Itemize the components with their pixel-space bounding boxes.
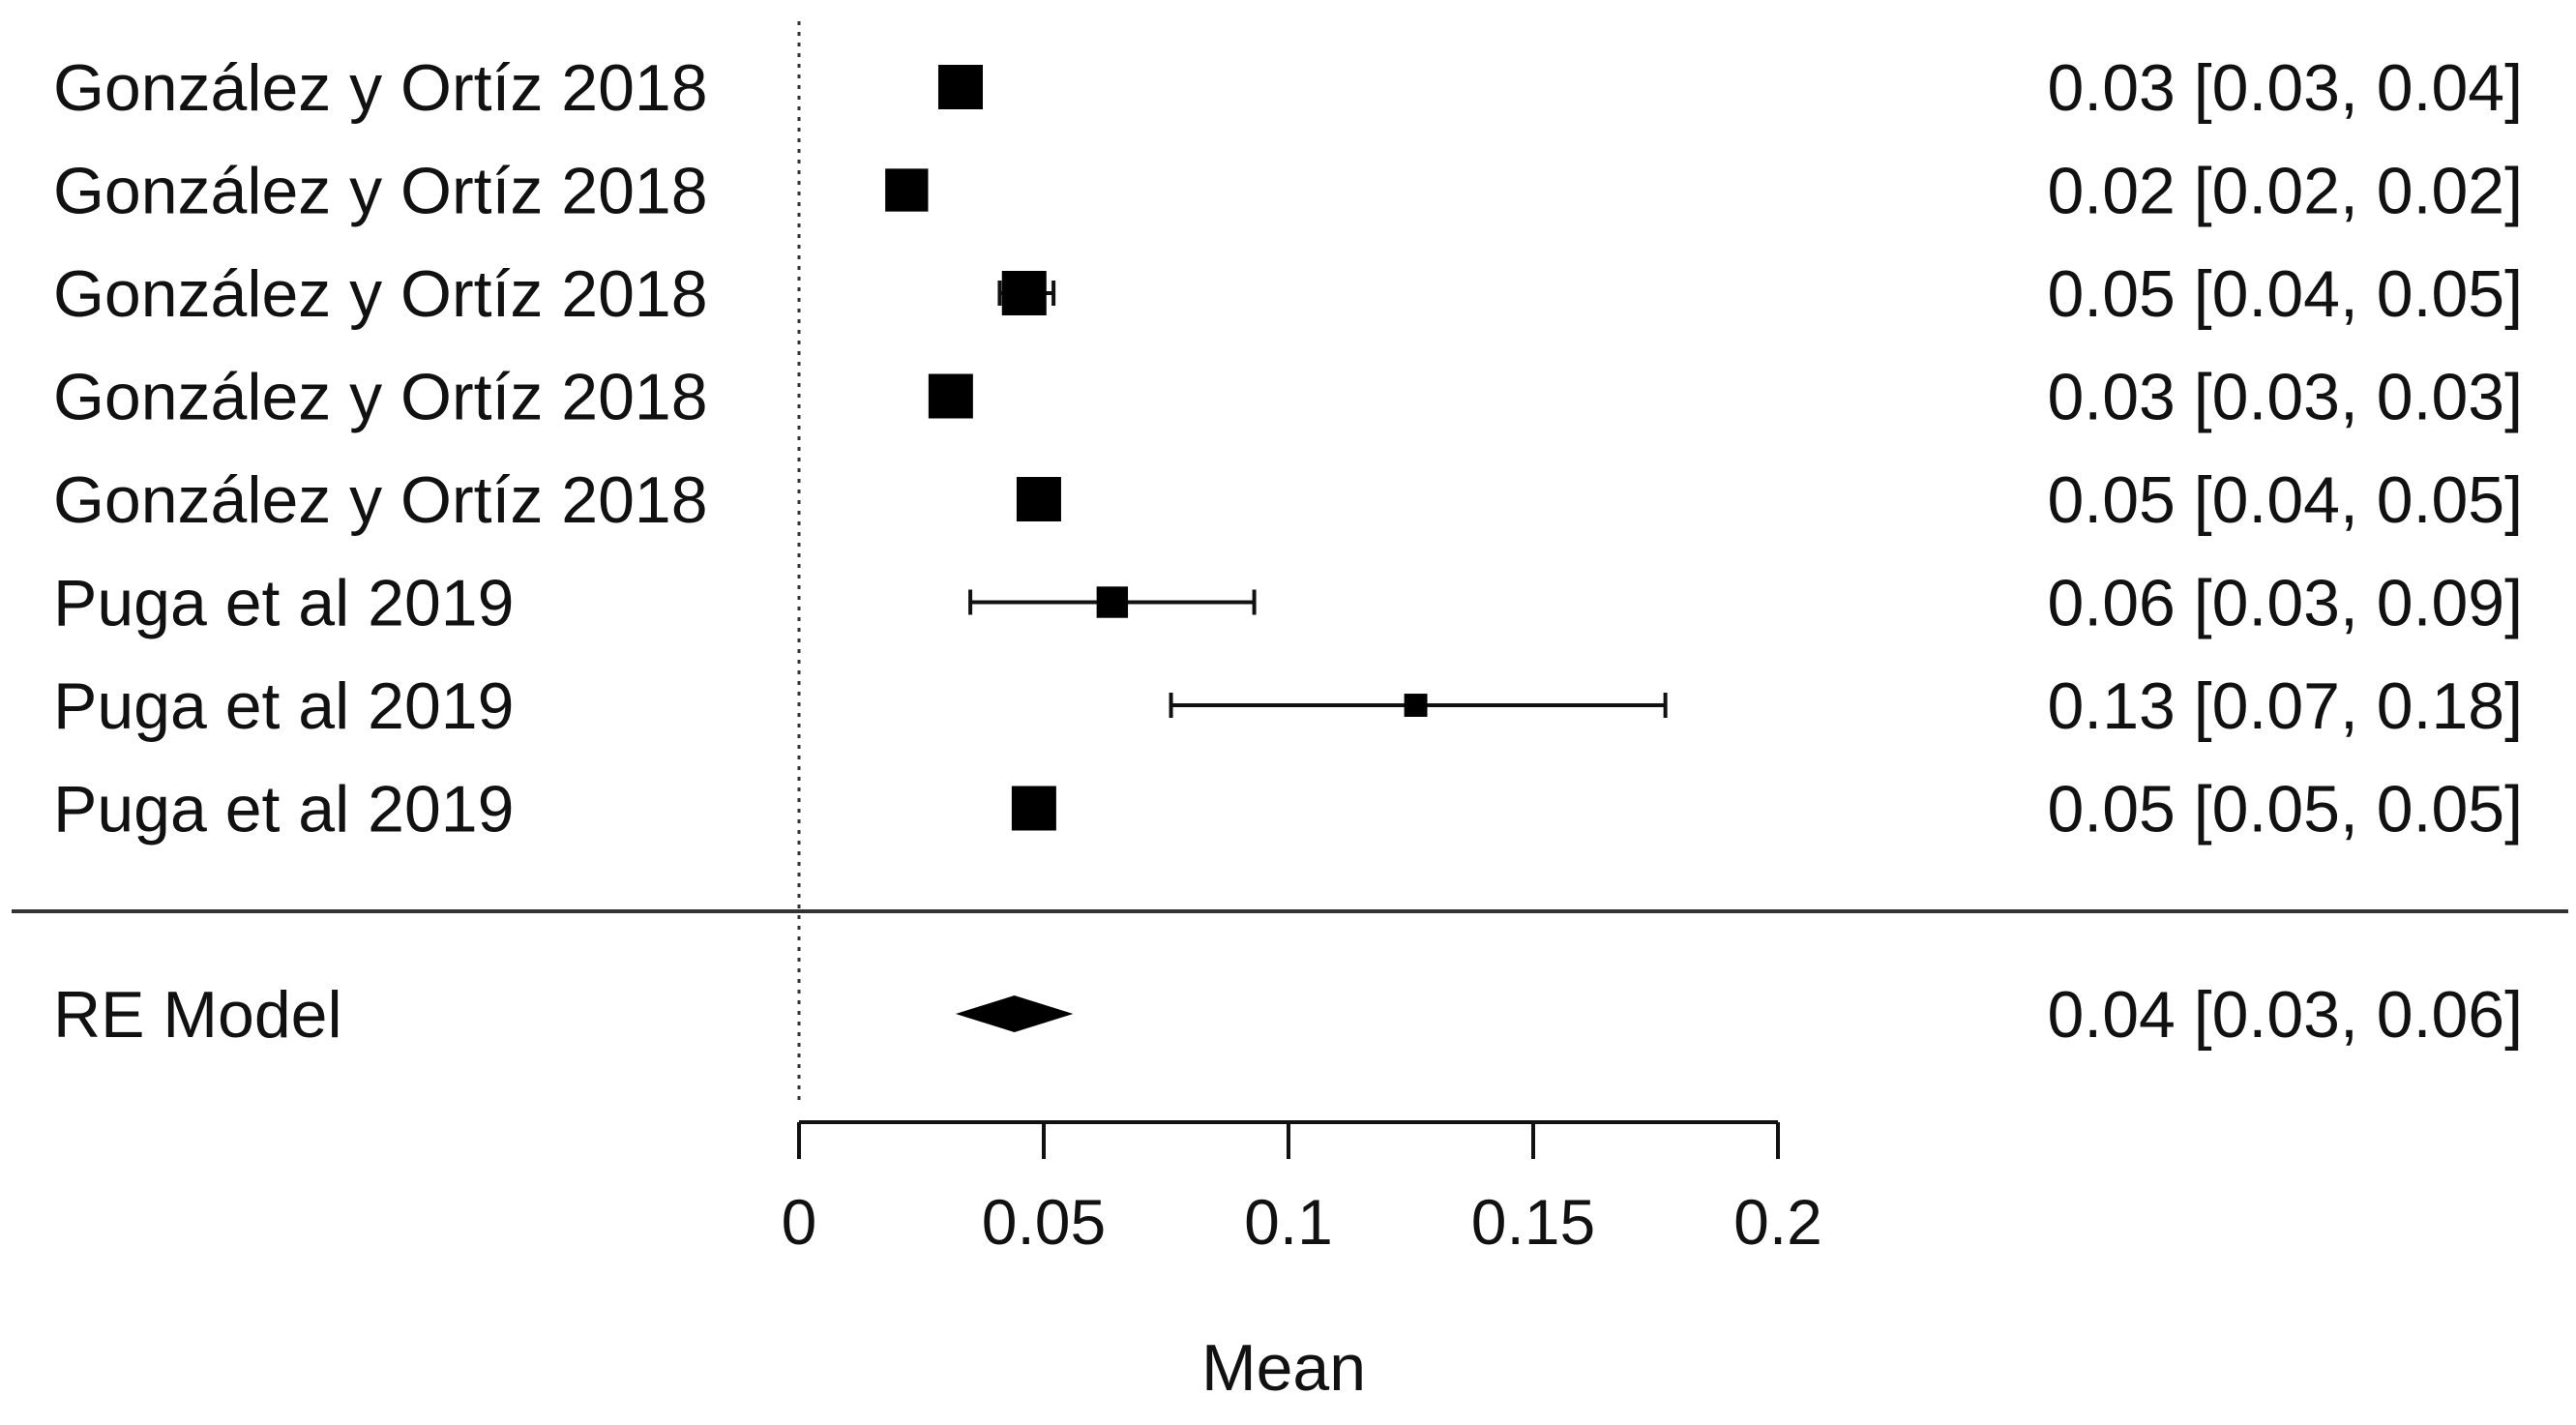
study-label: González y Ortíz 2018 (53, 463, 708, 537)
study-label: González y Ortíz 2018 (53, 51, 708, 125)
x-tick-label: 0.15 (1471, 1186, 1595, 1258)
point-estimate (928, 373, 973, 419)
study-label: Puga et al 2019 (53, 773, 514, 846)
effect-size-label: 0.05 [0.04, 0.05] (2047, 257, 2523, 331)
study-row: González y Ortíz 2018 0.05 [0.04, 0.05] (53, 463, 2523, 537)
study-row: González y Ortíz 2018 0.03 [0.03, 0.03] (53, 361, 2523, 434)
effect-size-label: 0.06 [0.03, 0.09] (2047, 567, 2523, 640)
effect-size-label: 0.05 [0.04, 0.05] (2047, 463, 2523, 537)
study-row: Puga et al 2019 0.13 [0.07, 0.18] (53, 669, 2523, 743)
effect-size-label: 0.03 [0.03, 0.03] (2047, 361, 2523, 434)
study-label: González y Ortíz 2018 (53, 361, 708, 434)
study-label: González y Ortíz 2018 (53, 155, 708, 228)
point-estimate (1404, 694, 1428, 717)
summary-label: RE Model (53, 978, 342, 1052)
effect-size-label: 0.03 [0.03, 0.04] (2047, 51, 2523, 125)
x-tick-label: 0 (782, 1186, 817, 1258)
effect-size-label: 0.02 [0.02, 0.02] (2047, 155, 2523, 228)
study-row: González y Ortíz 2018 0.03 [0.03, 0.04] (53, 51, 2523, 125)
effect-size-label: 0.13 [0.07, 0.18] (2047, 669, 2523, 743)
point-estimate (937, 65, 983, 109)
x-axis-title: Mean (1201, 1331, 1366, 1405)
summary-row: RE Model 0.04 [0.03, 0.06] (53, 978, 2523, 1052)
study-row: Puga et al 2019 0.05 [0.05, 0.05] (53, 773, 2523, 846)
point-estimate (885, 168, 929, 212)
point-estimate (1001, 271, 1047, 315)
study-row: González y Ortíz 2018 0.05 [0.04, 0.05] (53, 257, 2523, 331)
point-estimate (1016, 477, 1061, 521)
study-label: Puga et al 2019 (53, 567, 514, 640)
study-label: Puga et al 2019 (53, 669, 514, 743)
x-axis: 0 0.05 0.1 0.15 0.2 (782, 1120, 1822, 1258)
x-tick-label: 0.2 (1733, 1186, 1822, 1258)
x-tick-label: 0.1 (1244, 1186, 1333, 1258)
study-row: Puga et al 2019 0.06 [0.03, 0.09] (53, 567, 2523, 640)
study-label: González y Ortíz 2018 (53, 257, 708, 331)
summary-diamond (955, 995, 1074, 1032)
summary-effect-label: 0.04 [0.03, 0.06] (2047, 978, 2523, 1052)
point-estimate (1096, 586, 1129, 618)
effect-size-label: 0.05 [0.05, 0.05] (2047, 773, 2523, 846)
study-rows: González y Ortíz 2018 0.03 [0.03, 0.04]Go… (53, 51, 2523, 846)
study-row: González y Ortíz 2018 0.02 [0.02, 0.02] (53, 155, 2523, 228)
x-tick-label: 0.05 (982, 1186, 1106, 1258)
point-estimate (1011, 786, 1056, 831)
